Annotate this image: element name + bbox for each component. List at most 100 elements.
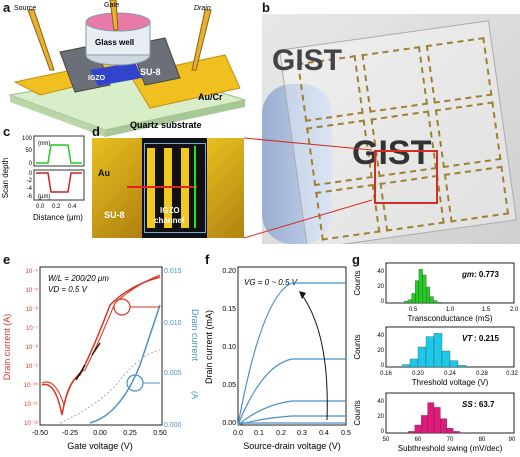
- svg-text:0.1: 0.1: [254, 430, 264, 437]
- svg-text:40: 40: [377, 269, 384, 275]
- svg-text:20: 20: [377, 348, 384, 354]
- svg-text:0.000: 0.000: [164, 422, 182, 429]
- red-scan-line: [127, 186, 197, 188]
- histogram-bar: [449, 360, 459, 368]
- histogram-bar: [433, 333, 443, 368]
- histogram-gm-bars: [404, 269, 442, 304]
- svg-text:0.15: 0.15: [222, 306, 236, 313]
- svg-text:10⁻⁹: 10⁻⁹: [26, 363, 39, 370]
- svg-text:50: 50: [25, 148, 32, 154]
- svg-text:Transconductance (mS): Transconductance (mS): [407, 314, 492, 323]
- svg-text:VT: VT: [462, 334, 473, 343]
- device-photo: GIST GIST: [262, 14, 520, 244]
- svg-text:100: 100: [22, 136, 33, 142]
- svg-text:-4: -4: [27, 186, 33, 192]
- svg-text:0.4: 0.4: [319, 430, 329, 437]
- svg-text:40: 40: [377, 333, 384, 339]
- depth-profile-line: [36, 172, 82, 193]
- svg-text:(A: (A: [190, 391, 199, 400]
- histogram-bar: [409, 358, 419, 368]
- histogram-bar: [422, 274, 427, 304]
- device-schematic: Source Gate Drain Glass well IGZO SU-8 A…: [8, 0, 247, 137]
- svg-text:-0.25: -0.25: [62, 430, 78, 437]
- svg-text:10⁻¹⁰: 10⁻¹⁰: [24, 382, 39, 389]
- svg-text:: 0.773: : 0.773: [474, 270, 499, 279]
- svg-text:80: 80: [479, 437, 486, 443]
- highlight-box: [374, 150, 438, 204]
- svg-text:Threshold voltage (V): Threshold voltage (V): [412, 378, 489, 387]
- svg-text:90: 90: [509, 437, 516, 443]
- output-curve-3: [237, 400, 346, 426]
- svg-text:1.0: 1.0: [446, 307, 455, 313]
- svg-text:1.5: 1.5: [482, 307, 491, 313]
- output-curve-chart: Drain current (mA) 0.20 0.15 0.10 0.05 0…: [204, 266, 351, 451]
- histogram-bar: [453, 431, 460, 434]
- label-igzo: IGZO: [88, 75, 106, 82]
- output-curve-4: [237, 415, 346, 426]
- label-quartz: Quartz substrate: [130, 120, 202, 130]
- svg-text:0: 0: [29, 171, 33, 177]
- output-curve-1: [237, 282, 346, 426]
- svg-text:Gate voltage (V): Gate voltage (V): [67, 441, 133, 451]
- svg-text:0.00: 0.00: [222, 420, 236, 427]
- channel-box: [144, 143, 206, 233]
- svg-text:(μm): (μm): [38, 194, 50, 200]
- histogram-bar: [401, 364, 411, 368]
- histogram-bar: [411, 293, 416, 304]
- source-probe: [27, 9, 55, 71]
- panel-label-a: a: [3, 0, 11, 15]
- histogram-bar: [408, 431, 415, 434]
- histogram-ss-bars: [408, 402, 460, 434]
- histogram-vt-bars: [401, 333, 467, 368]
- svg-text:SS: SS: [462, 400, 473, 409]
- svg-text:10⁻⁵: 10⁻⁵: [26, 287, 39, 294]
- svg-text:Counts: Counts: [353, 400, 362, 425]
- panel-label-b: b: [262, 0, 270, 15]
- svg-text:(nm): (nm): [38, 141, 50, 147]
- svg-text:VD = 0.5 V: VD = 0.5 V: [48, 285, 88, 294]
- svg-text:Drain current (A): Drain current (A): [2, 314, 12, 381]
- histogram-bar: [421, 415, 428, 434]
- svg-text:Drain current: Drain current: [190, 309, 200, 362]
- svg-text:50: 50: [383, 437, 390, 443]
- svg-text:0.25: 0.25: [123, 430, 137, 437]
- igzo-layer: [90, 62, 142, 86]
- histogram-bar: [437, 302, 442, 304]
- histogram-bar: [429, 296, 434, 304]
- svg-text:0.0: 0.0: [233, 430, 243, 437]
- svg-text:Source-drain voltage (V): Source-drain voltage (V): [243, 441, 341, 451]
- panel-label-f: f: [205, 252, 210, 267]
- histogram-bar: [404, 301, 409, 304]
- histogram-bar: [418, 269, 423, 304]
- histogram-bar: [433, 407, 441, 434]
- svg-text:20: 20: [377, 284, 384, 290]
- svg-text:60: 60: [415, 437, 422, 443]
- svg-text:0.20: 0.20: [222, 268, 236, 275]
- svg-text:0.00: 0.00: [93, 430, 107, 437]
- histogram-bar: [446, 428, 454, 434]
- svg-text:Scan depth: Scan depth: [1, 158, 10, 198]
- log-current-curve: [41, 276, 161, 416]
- transfer-curve-chart: Drain current (A) Drain current (A 10⁻⁴ …: [2, 266, 200, 451]
- histogram-bar: [426, 286, 431, 304]
- svg-text:0.4: 0.4: [68, 204, 77, 210]
- svg-text:10⁻⁷: 10⁻⁷: [26, 325, 38, 332]
- svg-text:0.28: 0.28: [476, 371, 488, 377]
- svg-text:gm: gm: [461, 270, 474, 279]
- svg-text:Counts: Counts: [353, 334, 362, 359]
- svg-text:0.24: 0.24: [444, 371, 456, 377]
- svg-text:20: 20: [377, 414, 384, 420]
- height-profile-line: [36, 144, 82, 164]
- svg-text:Counts: Counts: [353, 270, 362, 295]
- gate-probe: [109, 0, 119, 31]
- svg-text:Drain current (mA): Drain current (mA): [204, 310, 214, 384]
- histogram-bar: [427, 402, 435, 434]
- svg-text:W/L = 200/20 μm: W/L = 200/20 μm: [48, 274, 109, 283]
- svg-text:Distance (μm): Distance (μm): [33, 213, 83, 222]
- afm-profile: Scan depth (nm) 100 50 0 (μm) 0 -2 -4 -6…: [1, 135, 85, 222]
- svg-text:0.5: 0.5: [341, 430, 351, 437]
- svg-text:: 0.215: : 0.215: [474, 334, 499, 343]
- svg-text:Subthreshold swing (mV/dec): Subthreshold swing (mV/dec): [398, 444, 503, 453]
- svg-text:0: 0: [381, 299, 385, 305]
- svg-text:0.010: 0.010: [164, 320, 182, 327]
